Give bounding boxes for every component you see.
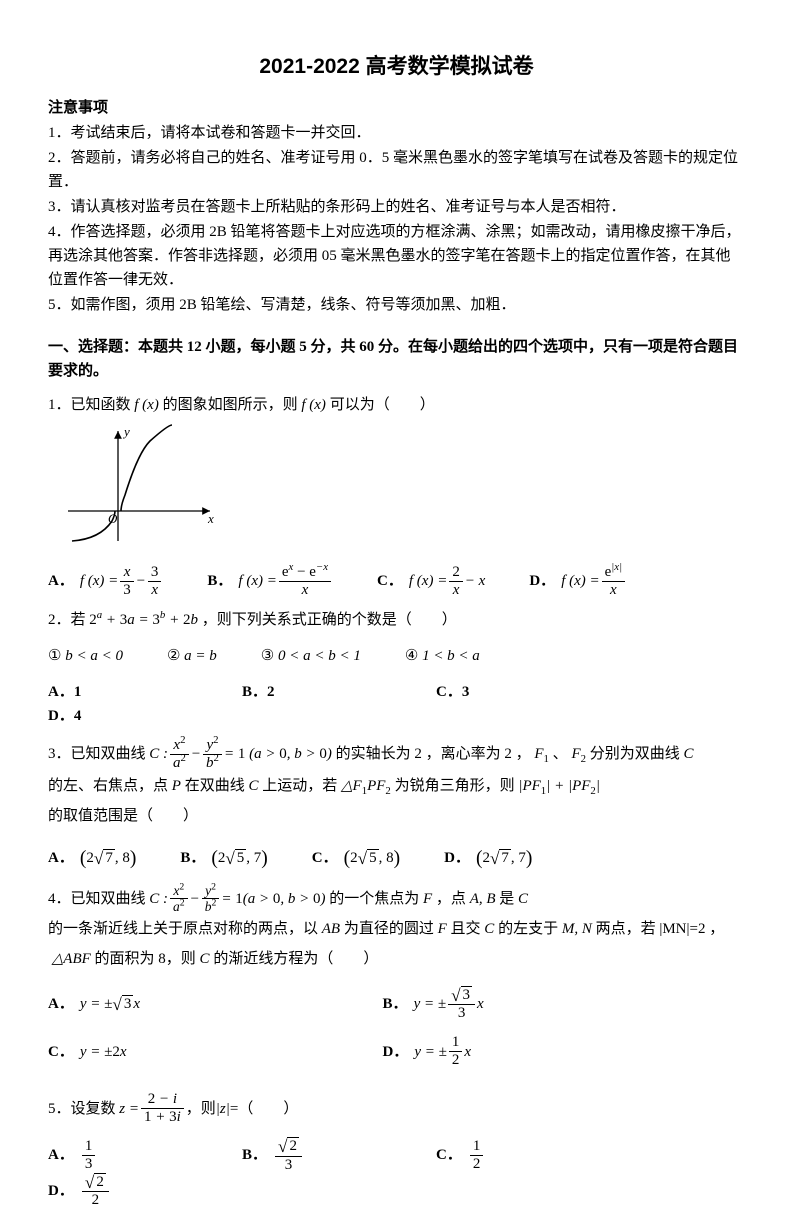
q1-options: A． f (x) = x3 − 3x B． f (x) = ex − e−xx … bbox=[48, 565, 745, 598]
q1-graph: O x y bbox=[60, 423, 745, 553]
instruction-4: 4．作答选择题，必须用 2B 铅笔将答题卡上对应选项的方框涂满、涂黑；如需改动，… bbox=[48, 220, 745, 292]
svg-text:O: O bbox=[108, 511, 118, 526]
q2-opt-d: D．4 bbox=[48, 704, 198, 728]
instruction-2: 2．答题前，请务必将自己的姓名、准考证号用 0．5 毫米黑色墨水的签字笔填写在试… bbox=[48, 146, 745, 194]
q2-stem-1: 2．若 bbox=[48, 608, 86, 632]
q5-stem: 5．设复数 z = 2 − i1 + 3i ，则 |z| =（ ） bbox=[48, 1092, 745, 1125]
q1-stem-3: 可以为（ ） bbox=[330, 393, 435, 417]
opt-label: A． bbox=[48, 569, 74, 593]
opt-label: C． bbox=[377, 569, 403, 593]
q4-opt-d: D． y = ± 12 x bbox=[383, 1035, 718, 1068]
q2-c4: ④ 1 < b < a bbox=[405, 644, 480, 668]
q2-options: A．1 B．2 C．3 D．4 bbox=[48, 680, 745, 728]
q5-opt-c: C． 12 bbox=[436, 1137, 586, 1173]
q4-opt-a: A． y = ±√3x bbox=[48, 986, 383, 1022]
q3-opt-a: A． (2√7, 8) bbox=[48, 843, 136, 874]
section-1-heading: 一、选择题：本题共 12 小题，每小题 5 分，共 60 分。在每小题给出的四个… bbox=[48, 335, 745, 383]
q2-c1: ① b < a < 0 bbox=[48, 644, 123, 668]
q2-stem: 2．若 2a + 3a = 3b + 2b ，则下列关系式正确的个数是（ ） bbox=[48, 608, 745, 632]
q2-c3: ③ 0 < a < b < 1 bbox=[261, 644, 361, 668]
q3-opt-c: C． (2√5, 8) bbox=[312, 843, 400, 874]
q1-stem-1: 1．已知函数 bbox=[48, 393, 131, 417]
q2-circled: ① b < a < 0 ② a = b ③ 0 < a < b < 1 ④ 1 … bbox=[48, 644, 745, 668]
opt-label: B． bbox=[207, 569, 232, 593]
q3-opt-b: B． (2√5, 7) bbox=[180, 843, 267, 874]
q5-options: A． 13 B． √23 C． 12 D． √22 bbox=[48, 1137, 745, 1208]
q4-opt-b: B． y = ± √33 x bbox=[383, 986, 718, 1022]
opt-label: D． bbox=[529, 569, 555, 593]
q2-expr: 2a + 3a = 3b + 2b bbox=[86, 608, 202, 632]
q4-stem: 4．已知双曲线 C : x2a2 − y2b2 = 1(a > 0, b > 0… bbox=[48, 884, 745, 974]
q5-opt-a: A． 13 bbox=[48, 1137, 198, 1173]
svg-text:x: x bbox=[207, 511, 214, 526]
q5-opt-b: B． √23 bbox=[242, 1137, 392, 1173]
q1-opt-d: D． f (x) = e|x|x bbox=[529, 565, 627, 598]
q4-opt-c: C． y = ±2x bbox=[48, 1035, 383, 1068]
q1-opt-b: B． f (x) = ex − e−xx bbox=[207, 565, 333, 598]
q3-stem: 3．已知双曲线 C : x2a2 − y2b2 = 1 (a > 0, b > … bbox=[48, 738, 745, 831]
q1-fx2: f (x) bbox=[298, 393, 330, 417]
page-title: 2021-2022 高考数学模拟试卷 bbox=[48, 50, 745, 84]
q2-stem-2: ，则下列关系式正确的个数是（ ） bbox=[202, 608, 457, 632]
q1-opt-a: A． f (x) = x3 − 3x bbox=[48, 565, 163, 598]
q3-opt-d: D． (2√7, 7) bbox=[444, 843, 532, 874]
q2-opt-b: B．2 bbox=[242, 680, 392, 704]
instructions-heading: 注意事项 bbox=[48, 96, 745, 120]
q2-opt-c: C．3 bbox=[436, 680, 586, 704]
q1-opt-c: C． f (x) = 2x − x bbox=[377, 565, 485, 598]
q1-stem: 1．已知函数 f (x) 的图象如图所示，则 f (x) 可以为（ ） bbox=[48, 393, 745, 417]
instruction-1: 1．考试结束后，请将本试卷和答题卡一并交回． bbox=[48, 121, 745, 145]
q2-opt-a: A．1 bbox=[48, 680, 198, 704]
q1-stem-2: 的图象如图所示，则 bbox=[163, 393, 298, 417]
q3-options: A． (2√7, 8) B． (2√5, 7) C． (2√5, 8) D． (… bbox=[48, 843, 745, 874]
instruction-3: 3．请认真核对监考员在答题卡上所粘贴的条形码上的姓名、准考证号与本人是否相符． bbox=[48, 195, 745, 219]
q2-c2: ② a = b bbox=[167, 644, 217, 668]
q1-fx1: f (x) bbox=[131, 393, 163, 417]
svg-text:y: y bbox=[122, 424, 130, 439]
instruction-5: 5．如需作图，须用 2B 铅笔绘、写清楚，线条、符号等须加黑、加粗． bbox=[48, 293, 745, 317]
q4-options: A． y = ±√3x B． y = ± √33 x C． y = ±2x D．… bbox=[48, 986, 745, 1083]
q5-opt-d: D． √22 bbox=[48, 1173, 198, 1208]
